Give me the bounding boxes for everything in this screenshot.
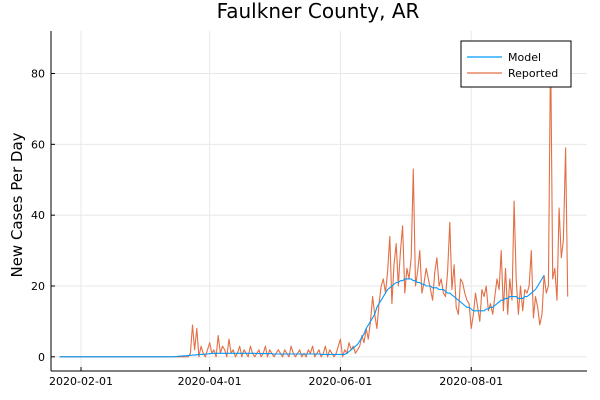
series-lines [59, 44, 569, 358]
y-tick-label: 80 [31, 68, 45, 81]
y-tick-label: 20 [31, 280, 45, 293]
y-axis-label: New Cases Per Day [8, 132, 26, 277]
x-tick-label: 2020-08-01 [439, 375, 503, 388]
series-line-model [59, 275, 545, 358]
x-tick-label: 2020-04-01 [178, 375, 242, 388]
series-line-reported [59, 44, 569, 358]
y-tick-label: 0 [38, 351, 45, 364]
x-tick-label: 2020-02-01 [49, 375, 113, 388]
chart-title: Faulkner County, AR [217, 0, 420, 23]
x-tick-label: 2020-06-01 [308, 375, 372, 388]
legend-box [460, 40, 572, 88]
y-tick-label: 60 [31, 138, 45, 151]
legend: Model Reported [460, 40, 572, 88]
y-tick-label: 40 [31, 209, 45, 222]
legend-label-model: Model [508, 51, 541, 64]
tick-labels: 2020-02-01 2020-04-01 2020-06-01 2020-08-01… [31, 68, 503, 389]
legend-label-reported: Reported [508, 67, 558, 80]
axes [50, 31, 587, 372]
